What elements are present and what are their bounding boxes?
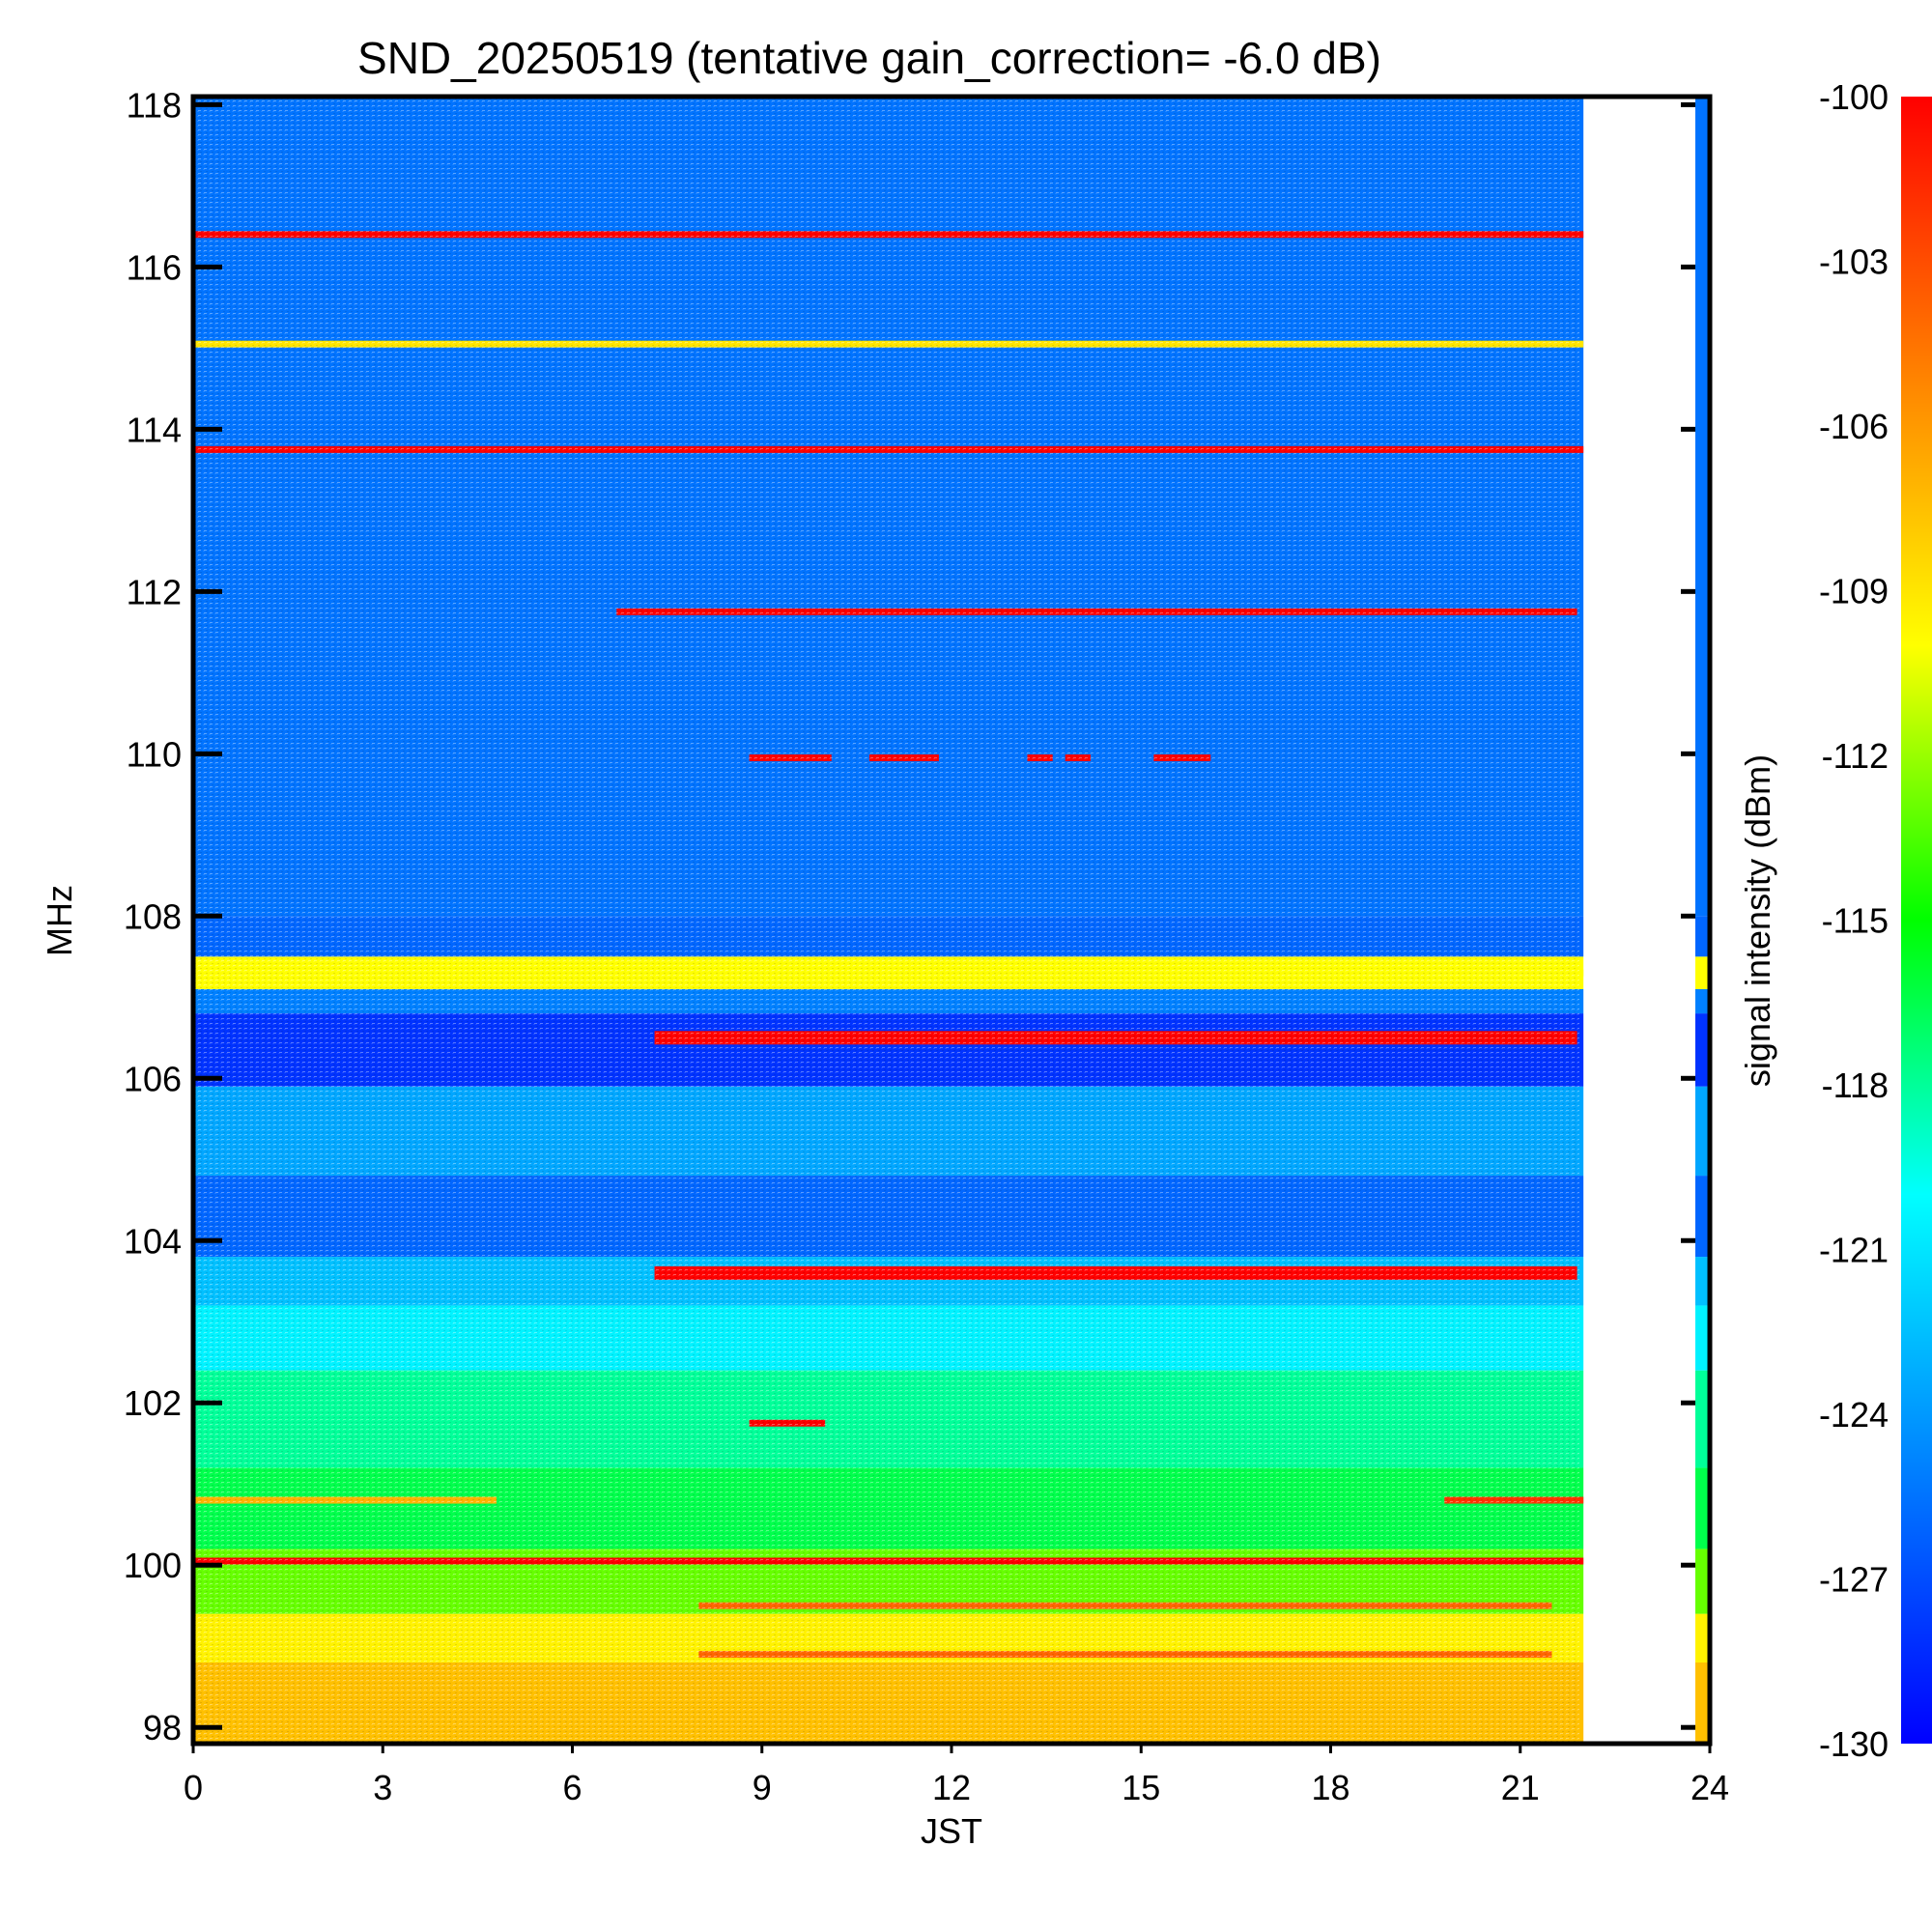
strip-band-6 <box>1695 1257 1710 1306</box>
strip-band-7 <box>1695 1176 1710 1258</box>
y-tick-label: 102 <box>124 1383 182 1423</box>
colorbar-tick-label: -103 <box>1819 242 1889 282</box>
colorbar <box>1901 97 1932 1744</box>
strip-band-0 <box>1695 1662 1710 1744</box>
strip-band-12 <box>1695 916 1710 957</box>
y-tick-label: 100 <box>124 1546 182 1585</box>
y-axis-ticks: 98 100 102 104 106 108 110 112 114 116 118 <box>124 85 1695 1747</box>
strip-band-9 <box>1695 1013 1710 1087</box>
y-tick-label: 118 <box>127 85 182 125</box>
y-tick-label: 112 <box>127 572 182 611</box>
colorbar-label: signal intensity (dBm) <box>1738 754 1777 1087</box>
strip-band-1 <box>1695 1613 1710 1663</box>
x-tick-label: 18 <box>1311 1768 1350 1807</box>
x-tick-label: 12 <box>932 1768 971 1807</box>
colorbar-tick-label: -124 <box>1819 1395 1889 1435</box>
strip-band-8 <box>1695 1086 1710 1177</box>
colorbar-tick-label: -106 <box>1819 407 1889 446</box>
colorbar-tick-label: -109 <box>1819 572 1889 611</box>
y-tick-label: 98 <box>143 1708 182 1747</box>
x-tick-label: 15 <box>1122 1768 1160 1807</box>
colorbar-tick-label: -100 <box>1819 77 1889 117</box>
x-axis-ticks: 0 3 6 9 12 15 18 21 24 <box>184 1744 1729 1807</box>
y-tick-label: 106 <box>124 1059 182 1098</box>
x-tick-label: 21 <box>1501 1768 1540 1807</box>
x-tick-label: 0 <box>184 1768 203 1807</box>
colorbar-tick-label: -130 <box>1819 1724 1889 1764</box>
strip-band-10 <box>1695 988 1710 1014</box>
x-tick-label: 6 <box>562 1768 582 1807</box>
colorbar-tick-label: -112 <box>1822 736 1889 776</box>
right-summary-strip <box>1695 97 1710 1744</box>
noise-texture <box>193 97 1579 1744</box>
y-tick-label: 114 <box>127 410 182 449</box>
strip-band-5 <box>1695 1305 1710 1371</box>
strip-band-3 <box>1695 1467 1710 1549</box>
x-tick-label: 3 <box>373 1768 392 1807</box>
x-tick-label: 9 <box>753 1768 772 1807</box>
strip-band-4 <box>1695 1370 1710 1468</box>
y-tick-label: 110 <box>127 734 182 774</box>
strip-band-2 <box>1695 1548 1710 1614</box>
y-tick-label: 108 <box>124 896 182 936</box>
colorbar-ticks: -100 -103 -106 -109 -112 -115 -118 -121 -124 -127… <box>1819 77 1889 1764</box>
chart-title: SND_20250519 (tentative gain_correction=… <box>357 33 1381 83</box>
strip-band-11 <box>1695 956 1710 989</box>
colorbar-tick-label: -118 <box>1822 1065 1889 1105</box>
x-axis-label: JST <box>921 1811 982 1851</box>
y-tick-label: 104 <box>124 1221 182 1261</box>
colorbar-tick-label: -121 <box>1819 1231 1889 1270</box>
colorbar-tick-label: -115 <box>1822 901 1889 941</box>
y-axis-label: MHz <box>40 885 79 956</box>
y-tick-label: 116 <box>127 247 182 287</box>
colorbar-tick-label: -127 <box>1819 1560 1889 1600</box>
strip-band-13 <box>1695 97 1710 917</box>
x-tick-label: 24 <box>1690 1768 1729 1807</box>
